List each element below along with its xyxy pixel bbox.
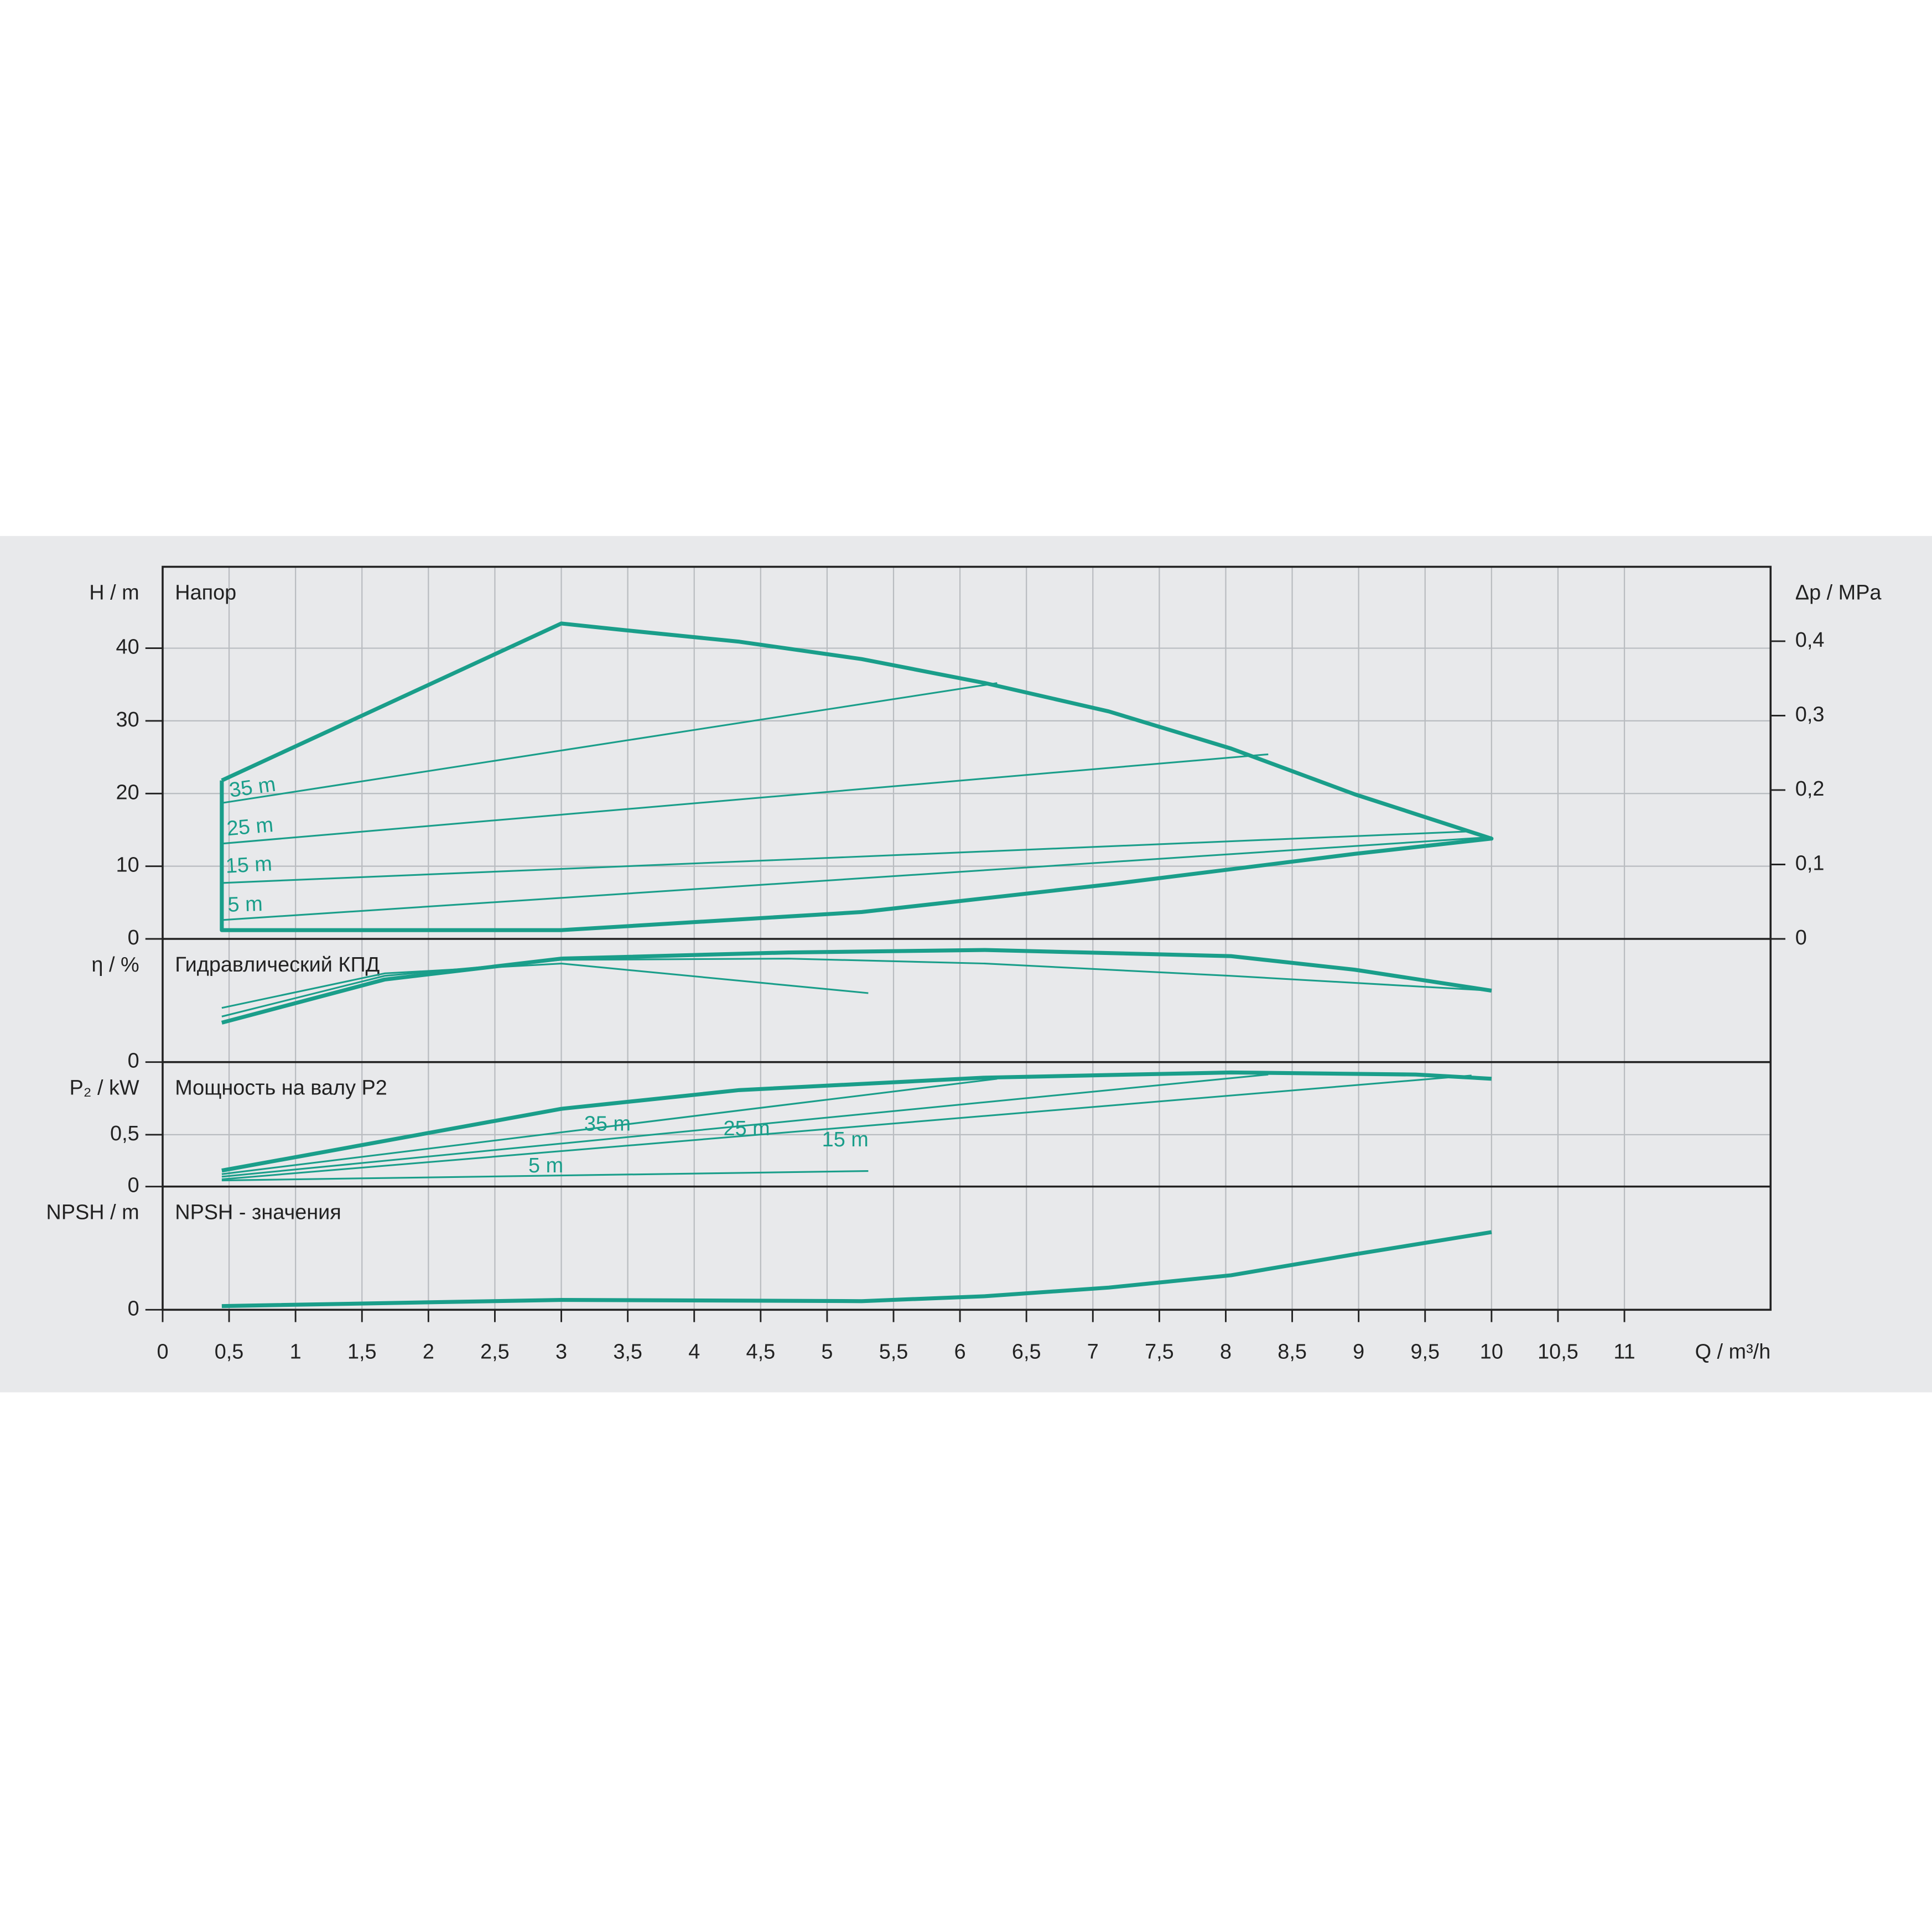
series-line xyxy=(221,682,998,804)
y-tick-label: 0 xyxy=(128,1174,139,1197)
x-tick-label: 1,5 xyxy=(347,1340,377,1363)
y2-tick-label: 0,4 xyxy=(1795,629,1825,652)
x-tick-label: 4 xyxy=(688,1340,700,1363)
x-tick-label: 5 xyxy=(821,1340,833,1363)
series-label: 5 m xyxy=(528,1154,563,1177)
y2-axis-label: Δp / MPa xyxy=(1795,581,1882,604)
plot-area xyxy=(162,567,1771,939)
x-tick-label: 0,5 xyxy=(215,1340,244,1363)
series-line xyxy=(221,1074,1472,1181)
x-tick-label: 2 xyxy=(423,1340,434,1363)
series-label: 15 m xyxy=(225,852,273,877)
panel-title: NPSH - значения xyxy=(175,1201,341,1224)
panel-title: Гидравлический КПД xyxy=(175,953,380,977)
series-line xyxy=(221,830,1472,884)
series-line xyxy=(221,1070,1492,1173)
series-label: 15 m xyxy=(822,1128,869,1151)
y-tick-label: 0 xyxy=(128,1050,139,1073)
y2-tick-label: 0,2 xyxy=(1795,777,1825,801)
series-line xyxy=(221,1230,1492,1308)
y-tick-label: 20 xyxy=(116,781,139,804)
series-line xyxy=(220,621,1494,932)
y2-tick-label: 0 xyxy=(1795,926,1807,949)
x-tick-label: 6,5 xyxy=(1012,1340,1041,1363)
series-line xyxy=(221,753,1269,845)
series-line xyxy=(221,1078,998,1175)
x-tick-label: 7,5 xyxy=(1145,1340,1174,1363)
series-line xyxy=(221,1170,869,1182)
series-line xyxy=(221,948,1492,1025)
x-tick-label: 7 xyxy=(1087,1340,1099,1363)
y-tick-label: 10 xyxy=(116,854,139,877)
x-tick-label: 11 xyxy=(1613,1340,1635,1363)
y-axis-label: H / m xyxy=(89,581,139,604)
y-axis-label: NPSH / m xyxy=(46,1201,139,1224)
x-tick-label: 0 xyxy=(157,1340,168,1363)
x-tick-label: 6 xyxy=(954,1340,966,1363)
x-tick-label: 8 xyxy=(1220,1340,1232,1363)
x-tick-label: 10,5 xyxy=(1538,1340,1578,1363)
series-label: 5 m xyxy=(227,892,263,917)
x-tick-label: 8,5 xyxy=(1277,1340,1307,1363)
plot-area xyxy=(162,939,1771,1062)
x-tick-label: 5,5 xyxy=(879,1340,908,1363)
y-axis-label: η / % xyxy=(91,953,139,977)
y2-tick-label: 0,3 xyxy=(1795,703,1825,726)
panel-title: Напор xyxy=(175,581,236,604)
x-axis-label: Q / m³/h xyxy=(1695,1340,1771,1363)
x-tick-label: 2,5 xyxy=(480,1340,510,1363)
series-line xyxy=(221,1073,1269,1178)
x-tick-label: 4,5 xyxy=(746,1340,776,1363)
y-tick-label: 0,5 xyxy=(110,1122,139,1145)
y-tick-label: 0 xyxy=(128,926,139,949)
series-label: 35 m xyxy=(584,1112,631,1135)
plot-area xyxy=(162,1062,1771,1187)
y2-tick-label: 0,1 xyxy=(1795,851,1825,875)
x-tick-label: 1 xyxy=(290,1340,302,1363)
x-tick-label: 10 xyxy=(1480,1340,1503,1363)
series-line xyxy=(221,836,1492,921)
x-tick-label: 3,5 xyxy=(613,1340,642,1363)
panel-title: Мощность на валу P2 xyxy=(175,1077,387,1100)
y-tick-label: 30 xyxy=(116,708,139,731)
y-axis-label: P₂ / kW xyxy=(70,1077,139,1100)
series-label: 25 m xyxy=(226,813,274,840)
y-tick-label: 40 xyxy=(116,636,139,659)
y-tick-label: 0 xyxy=(128,1297,139,1320)
series-line xyxy=(221,958,1492,1017)
x-tick-label: 9 xyxy=(1353,1340,1364,1363)
x-tick-label: 9,5 xyxy=(1410,1340,1440,1363)
plot-area xyxy=(162,1186,1771,1310)
x-tick-label: 3 xyxy=(555,1340,567,1363)
